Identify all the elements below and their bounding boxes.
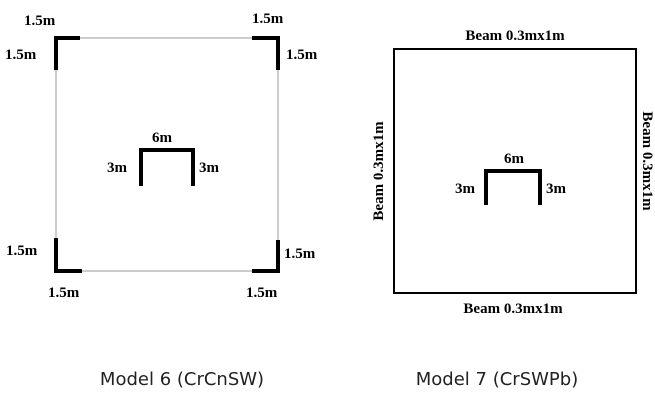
core-wall-model-7 (484, 169, 542, 205)
beam-label-left: Beam 0.3mx1m (371, 121, 387, 221)
beam-label-bottom: Beam 0.3mx1m (463, 301, 563, 317)
label-bottom-left-horizontal: 1.5m (48, 285, 80, 301)
corner-wall-bottom-left (54, 238, 82, 273)
model-6-plan: 1.5m 1.5m 1.5m 1.5m 1.5m 1.5m 1.5m 1.5m … (5, 11, 318, 301)
corner-wall-bottom-right (252, 240, 280, 273)
core-right-label-model-7: 3m (546, 181, 567, 197)
label-bottom-right-horizontal: 1.5m (246, 285, 278, 301)
label-top-right-horizontal: 1.5m (252, 11, 284, 27)
beam-label-right: Beam 0.3mx1m (639, 111, 655, 211)
model-7-plan: Beam 0.3mx1m Beam 0.3mx1m Beam 0.3mx1m B… (371, 28, 655, 317)
label-top-right-vertical: 1.5m (286, 47, 318, 63)
core-left-label-model-7: 3m (455, 181, 476, 197)
beam-label-top: Beam 0.3mx1m (465, 28, 565, 44)
label-top-left-horizontal: 1.5m (24, 13, 56, 29)
core-top-label-model-6: 6m (152, 130, 173, 146)
label-bottom-right-vertical: 1.5m (284, 246, 316, 262)
core-top-label-model-7: 6m (504, 151, 525, 167)
label-top-left-vertical: 1.5m (5, 47, 37, 63)
core-wall-model-6 (139, 148, 195, 186)
corner-wall-top-left (54, 36, 80, 70)
core-left-label-model-6: 3m (107, 160, 128, 176)
model-6-outline (55, 37, 279, 272)
corner-wall-top-right (252, 36, 280, 70)
caption-model-7: Model 7 (CrSWPb) (416, 369, 578, 390)
label-bottom-left-vertical: 1.5m (6, 243, 38, 259)
caption-model-6: Model 6 (CrCnSW) (100, 369, 264, 390)
model-7-beam-frame (393, 48, 637, 294)
core-right-label-model-6: 3m (199, 160, 220, 176)
